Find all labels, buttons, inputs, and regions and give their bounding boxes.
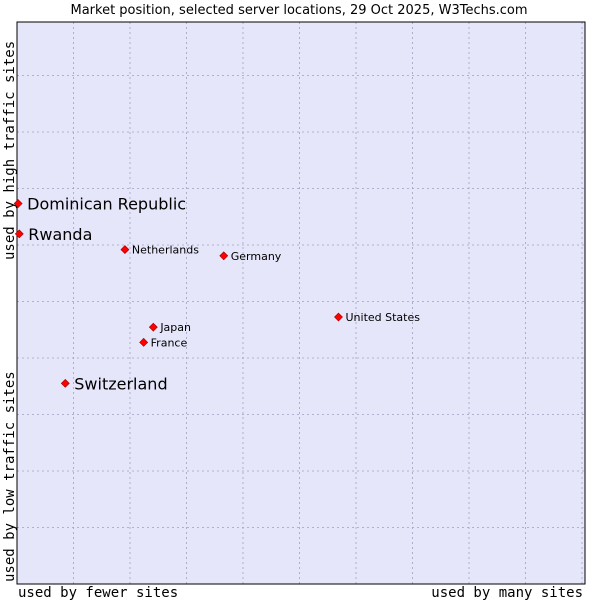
point-japan — [148, 322, 158, 332]
point-label-netherlands: Netherlands — [132, 244, 199, 257]
chart-title: Market position, selected server locatio… — [70, 3, 527, 18]
point-switzerland — [60, 378, 70, 388]
point-label-dominican-republic: Dominican Republic — [27, 195, 186, 214]
point-label-rwanda: Rwanda — [28, 225, 92, 244]
point-label-germany: Germany — [231, 250, 282, 263]
y-axis-label-low: used by low traffic sites — [2, 371, 18, 582]
point-label-switzerland: Switzerland — [74, 374, 167, 393]
plot-frame — [16, 21, 586, 585]
x-axis-label-high: used by many sites — [431, 585, 583, 600]
point-dominican-republic — [13, 199, 23, 208]
plot-area — [17, 22, 585, 584]
point-united-states — [334, 312, 343, 322]
point-label-france: France — [151, 336, 188, 349]
point-label-united-states: United States — [345, 311, 420, 324]
data-points: Dominican Republic Rwanda Netherlands Germa… — [13, 195, 420, 393]
grid-lines — [17, 22, 585, 584]
x-axis-label-low: used by fewer sites — [18, 585, 178, 600]
y-axis-label-high: used by high traffic sites — [2, 41, 18, 260]
point-germany — [219, 251, 229, 261]
point-rwanda — [14, 229, 24, 239]
point-label-japan: Japan — [159, 321, 191, 334]
point-france — [139, 337, 149, 347]
point-netherlands — [120, 245, 130, 255]
